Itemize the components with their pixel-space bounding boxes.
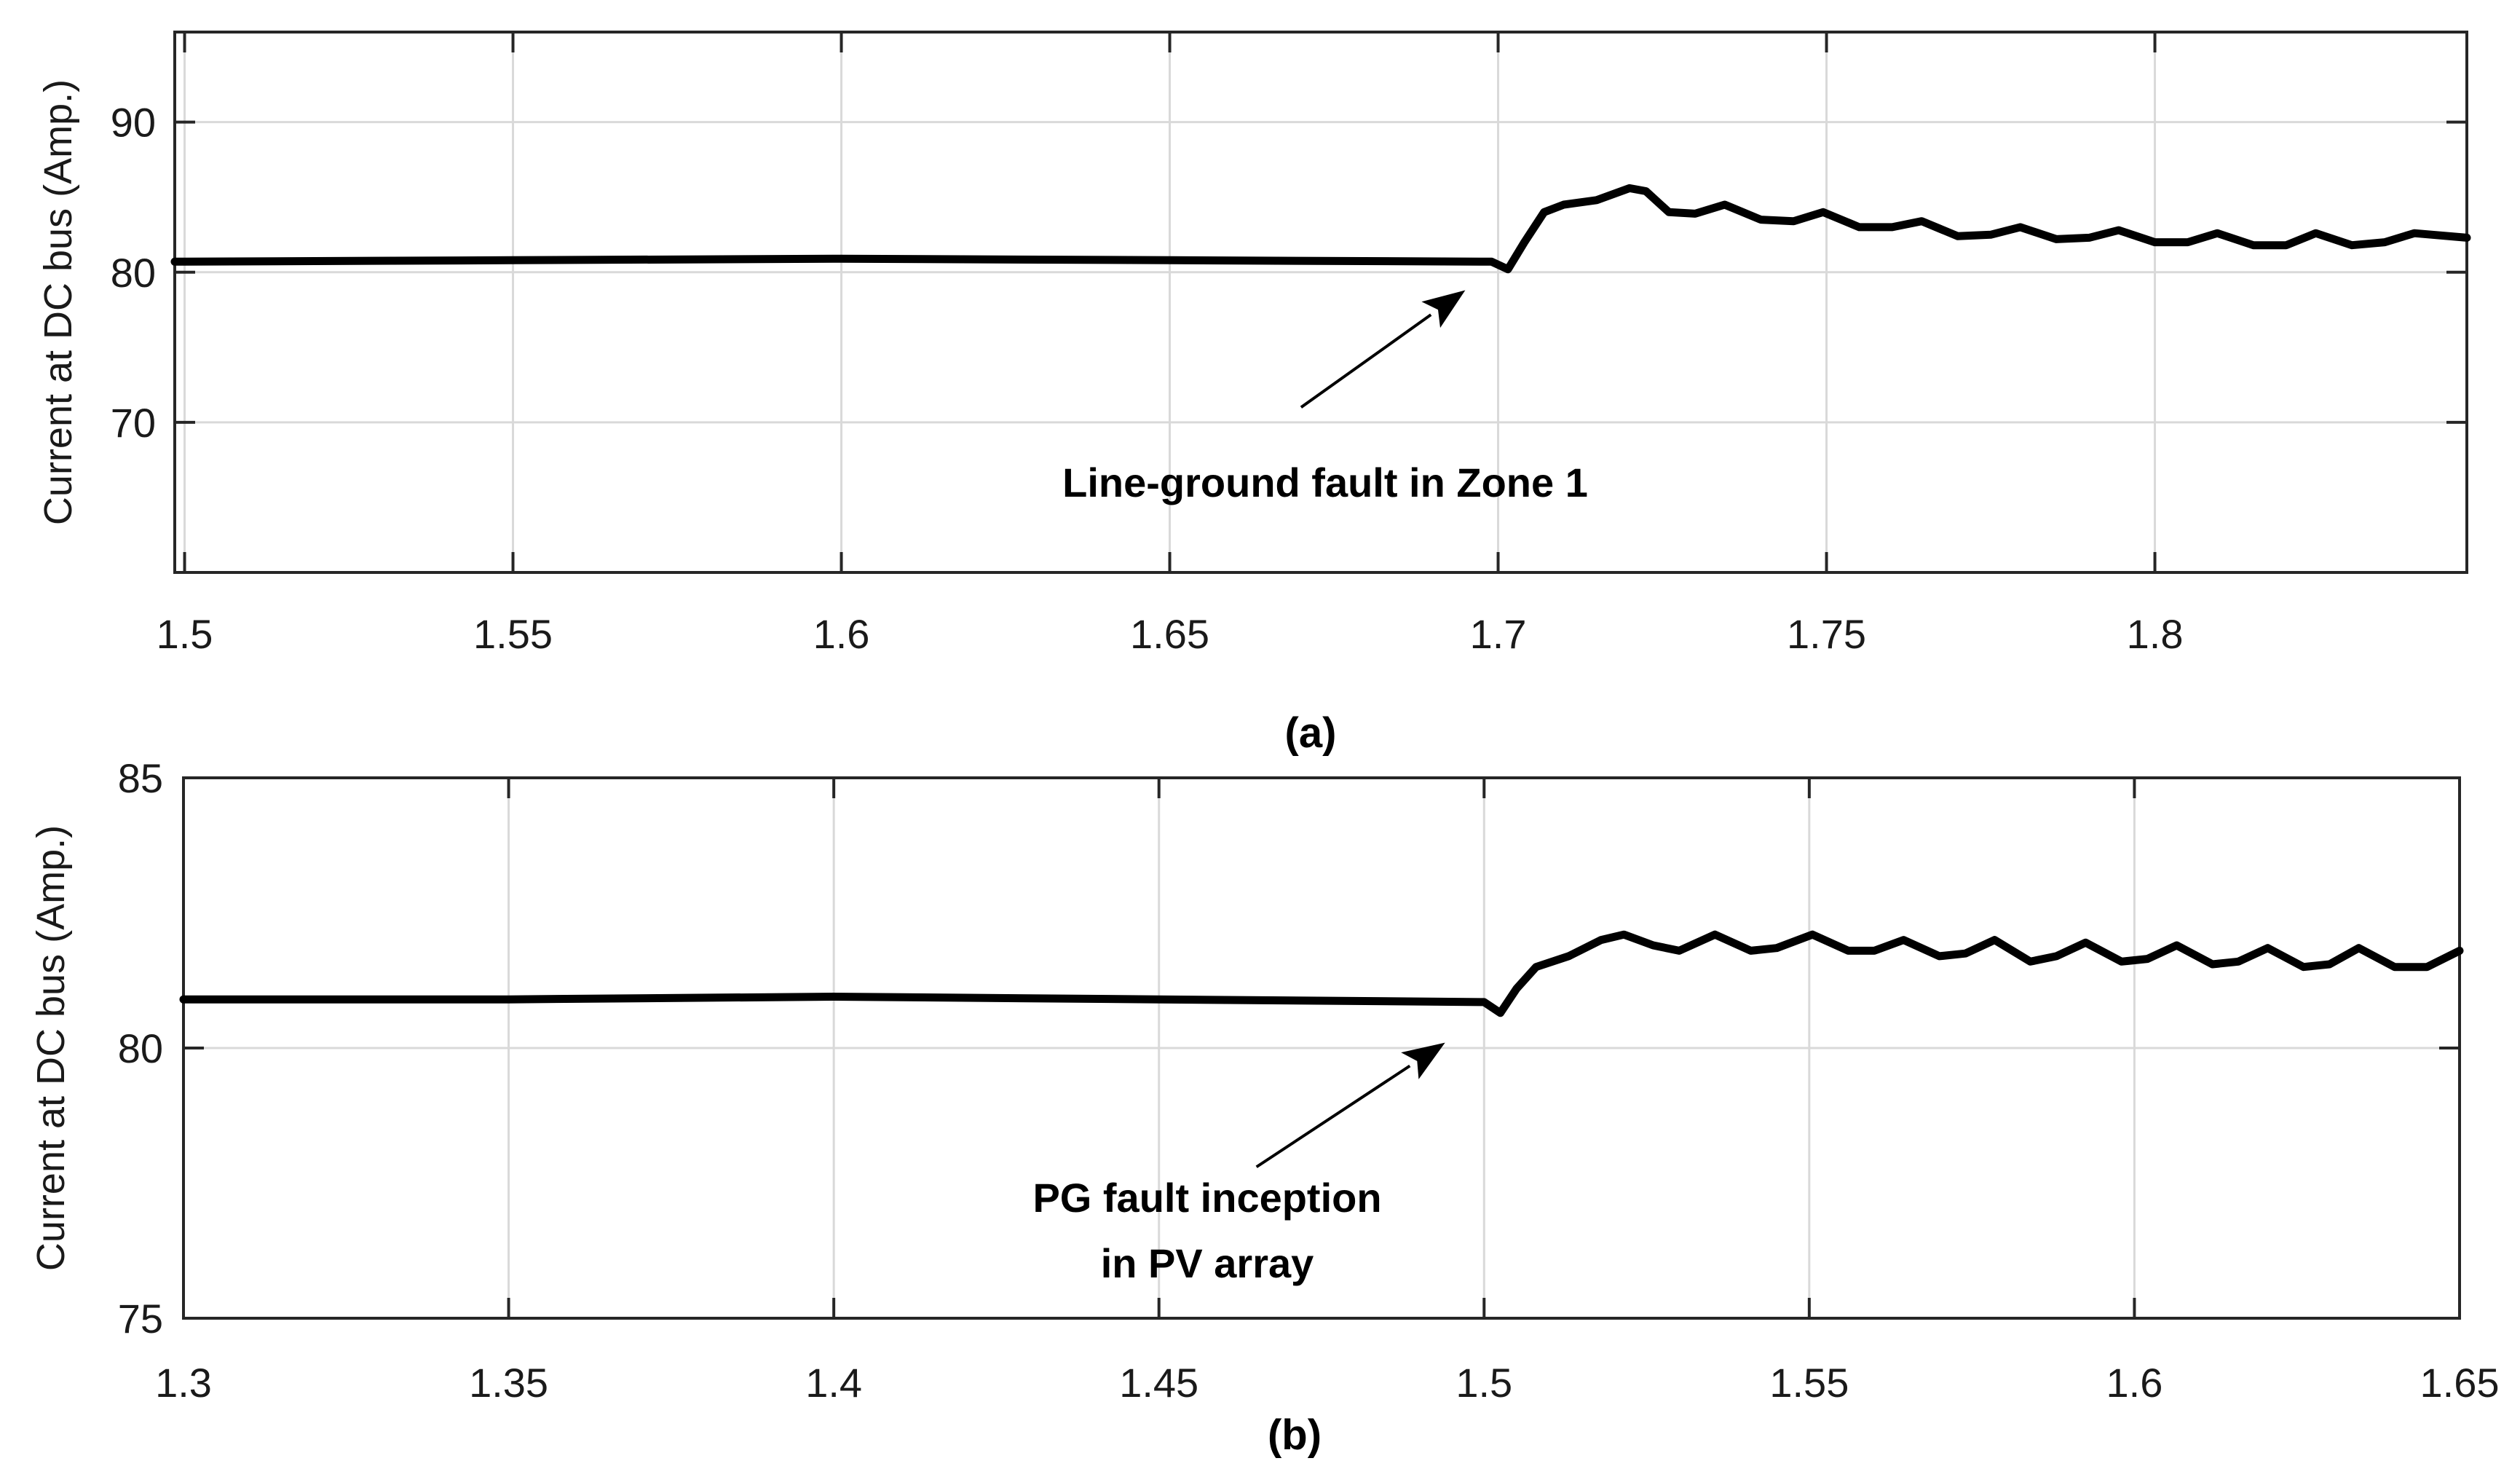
y-tick-label: 90 [111,100,156,146]
series-line-b [179,930,2464,1017]
x-tick-label: 1.75 [1787,611,1866,657]
caption-b: (b) [1268,1411,1322,1459]
plot-frame-a [173,31,2468,574]
y-axis-label-b: Current at DC bus (Amp.) [29,825,73,1271]
x-tick-label: 1.5 [157,611,213,657]
x-tick-label: 1.65 [1130,611,1209,657]
tick-marks-a [175,32,2467,572]
annotation-arrowhead-a [1421,290,1466,328]
x-tick-label: 1.35 [469,1360,548,1406]
y-tick-label: 80 [111,250,156,296]
annotation-arrow-b [1255,1064,1411,1168]
x-tick-labels-a: 1.5 1.55 1.6 1.65 1.7 1.75 1.8 [157,611,2184,657]
x-tick-label: 1.7 [1470,611,1527,657]
y-tick-label: 70 [111,400,156,446]
x-tick-label: 1.6 [813,611,870,657]
y-tick-label: 75 [118,1296,163,1342]
y-tick-labels-b: 75 80 85 [118,755,163,1342]
annotation-text-b-line2: in PV array [1101,1240,1314,1286]
chart-panel-a: 1.5 1.55 1.6 1.65 1.7 1.75 1.8 70 80 90 Current … [36,31,2471,757]
x-tick-label: 1.65 [2420,1360,2500,1406]
x-tick-label: 1.55 [473,611,553,657]
annotation-arrowhead-b [1401,1042,1445,1079]
grid-b [182,776,2461,1320]
x-tick-label: 1.4 [805,1360,862,1406]
caption-a: (a) [1285,709,1337,757]
y-tick-label: 85 [118,755,163,801]
x-tick-label: 1.5 [1455,1360,1512,1406]
x-tick-label: 1.45 [1119,1360,1198,1406]
grid-a [175,32,2467,572]
x-tick-label: 1.55 [1769,1360,1849,1406]
annotation-text-b-line1: PG fault inception [1032,1175,1381,1221]
y-tick-labels-a: 70 80 90 [111,100,156,446]
y-axis-label-a: Current at DC bus (Amp.) [36,79,80,525]
chart-panel-b: 1.3 1.35 1.4 1.45 1.5 1.55 1.6 1.65 75 80 85 Curr… [29,755,2500,1459]
series-line-a [170,184,2471,274]
y-tick-label: 80 [118,1025,163,1071]
x-tick-label: 1.3 [155,1360,212,1406]
annotation-arrow-a [1300,313,1432,409]
annotation-text-a: Line-ground fault in Zone 1 [1062,460,1588,505]
x-tick-label: 1.8 [2127,611,2184,657]
x-tick-label: 1.6 [2106,1360,2162,1406]
x-tick-labels-b: 1.3 1.35 1.4 1.45 1.5 1.55 1.6 1.65 [155,1360,2499,1406]
tick-marks-b [182,776,2461,1320]
